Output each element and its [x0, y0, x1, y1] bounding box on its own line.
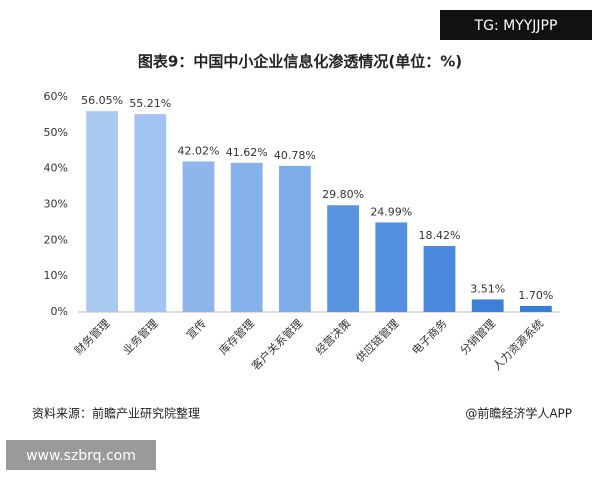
watermark: www.szbrq.com	[26, 448, 136, 464]
x-tick-label: 财务管理	[71, 316, 112, 357]
value-label: 40.78%	[274, 149, 316, 162]
x-tick-label: 经营决策	[312, 316, 353, 357]
value-label: 55.21%	[129, 97, 171, 110]
chart-title: 图表9：中国中小企业信息化渗透情况(单位：%)	[138, 53, 462, 71]
watermark-box	[6, 440, 156, 470]
y-tick-label: 20%	[44, 233, 68, 246]
x-tick-label: 库存管理	[216, 316, 257, 357]
bar	[182, 161, 215, 312]
x-tick-label: 业务管理	[120, 316, 161, 357]
x-tick-label: 电子商务	[409, 316, 450, 357]
bar	[86, 111, 119, 312]
value-label: 42.02%	[178, 144, 220, 157]
value-label: 18.42%	[419, 229, 461, 242]
x-tick-label: 客户关系管理	[249, 316, 306, 373]
x-tick-label: 分销管理	[457, 316, 498, 357]
watermark: TG: MYYJJPP	[474, 18, 558, 34]
value-label: 24.99%	[370, 205, 412, 218]
watermark-box	[440, 10, 592, 40]
bar	[519, 305, 552, 312]
x-tick-label: 宣传	[183, 316, 208, 341]
y-tick-label: 60%	[44, 90, 68, 103]
value-label: 3.51%	[470, 282, 505, 295]
bar	[375, 222, 408, 312]
value-label: 41.62%	[226, 146, 268, 159]
bar	[230, 162, 263, 312]
x-tick-label: 供应链管理	[353, 316, 402, 365]
bar	[134, 114, 167, 312]
y-tick-label: 10%	[44, 269, 68, 282]
y-tick-label: 40%	[44, 162, 68, 175]
source: 资料来源：前瞻产业研究院整理	[32, 406, 200, 421]
bar	[278, 165, 311, 312]
y-tick-label: 50%	[44, 126, 68, 139]
value-label: 56.05%	[81, 94, 123, 107]
y-tick-label: 30%	[44, 198, 68, 211]
value-label: 1.70%	[518, 289, 553, 302]
credit: @前瞻经济学人APP	[465, 406, 572, 421]
bar	[471, 299, 504, 312]
bar	[423, 245, 456, 312]
y-tick-label: 0%	[51, 305, 68, 318]
value-label: 29.80%	[322, 188, 364, 201]
bar	[327, 205, 360, 312]
x-tick-label: 人力资源系统	[490, 316, 547, 373]
